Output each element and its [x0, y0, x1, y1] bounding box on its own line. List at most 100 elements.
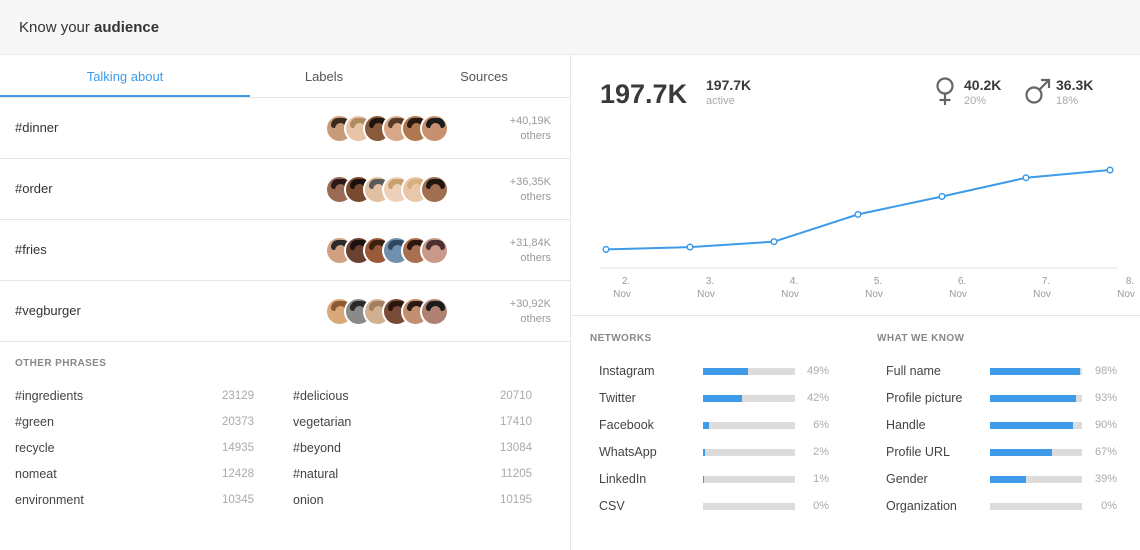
phrase-text[interactable]: #beyond — [293, 441, 341, 455]
bar-percentage: 98% — [1094, 365, 1117, 377]
progress-bar-fill — [703, 449, 705, 456]
data-point[interactable] — [1022, 174, 1030, 182]
topic-tag[interactable]: #order — [15, 181, 53, 196]
avatar-face — [335, 123, 346, 135]
x-tick-label-month: Nov — [865, 289, 883, 300]
avatar-face — [373, 306, 384, 318]
phrase-text[interactable]: vegetarian — [293, 415, 352, 429]
data-point[interactable] — [686, 243, 694, 251]
avatar-face — [335, 184, 346, 196]
topic-count: +36,35K others — [510, 175, 551, 205]
phrase-count: 14935 — [222, 442, 254, 454]
bar-percentage: 67% — [1094, 446, 1117, 458]
phrase-text[interactable]: #ingredients — [15, 389, 84, 403]
phrase-count: 23129 — [222, 390, 254, 402]
avatar[interactable] — [420, 175, 449, 204]
avatar-face — [392, 184, 403, 196]
topic-row[interactable]: #vegburger +30,92K others — [0, 281, 571, 342]
phrase-text[interactable]: #green — [15, 415, 54, 429]
progress-bar — [990, 422, 1082, 429]
male-value: 36.3K — [1056, 77, 1094, 93]
progress-bar — [703, 503, 795, 510]
phrase-text[interactable]: #natural — [293, 467, 339, 481]
progress-bar — [990, 476, 1082, 483]
topic-count-others: others — [520, 130, 551, 142]
topic-count-others: others — [520, 313, 551, 325]
progress-bar — [990, 395, 1082, 402]
avatar[interactable] — [420, 236, 449, 265]
female-value: 40.2K — [964, 77, 1002, 93]
bar-percentage: 0% — [813, 500, 829, 512]
phrase-count: 12428 — [222, 468, 254, 480]
bar-label: Profile picture — [886, 391, 963, 405]
bar-percentage: 0% — [1101, 500, 1117, 512]
x-tick-label-day: 8. — [1126, 276, 1134, 287]
progress-bar — [703, 368, 795, 375]
phrase-text[interactable]: environment — [15, 493, 84, 507]
topic-row[interactable]: #order +36,35K others — [0, 159, 571, 220]
avatar-face — [354, 184, 365, 196]
tab-bar: Talking about Labels Sources — [0, 55, 571, 98]
topic-count-value: +36,35K — [509, 176, 551, 188]
phrase-text[interactable]: #delicious — [293, 389, 349, 403]
data-point[interactable] — [854, 210, 862, 218]
progress-bar-fill — [703, 368, 749, 375]
phrase-text[interactable]: nomeat — [15, 467, 57, 481]
phrase-count: 20710 — [500, 390, 532, 402]
total-audience-value: 197.7K — [600, 79, 688, 109]
tab-labels[interactable]: Labels — [304, 69, 344, 84]
bar-label: CSV — [599, 499, 625, 513]
topic-row[interactable]: #fries +31,84K others — [0, 220, 571, 281]
data-point[interactable] — [770, 238, 778, 246]
topic-tag[interactable]: #vegburger — [15, 303, 81, 318]
avatar-face — [392, 245, 403, 257]
avatar-face — [354, 306, 365, 318]
progress-bar — [703, 395, 795, 402]
avatar-face — [335, 306, 346, 318]
progress-bar-fill — [990, 368, 1081, 375]
data-point[interactable] — [938, 192, 946, 201]
phrase-count: 20373 — [222, 416, 254, 428]
avatar-face — [373, 123, 384, 135]
x-tick-label-month: Nov — [697, 289, 715, 300]
male-pct: 18% — [1056, 95, 1079, 107]
avatar-face — [392, 123, 403, 135]
topic-count: +40,19K others — [510, 114, 551, 144]
avatar[interactable] — [420, 114, 449, 143]
bar-label: Full name — [886, 364, 941, 378]
topic-tag[interactable]: #fries — [15, 242, 47, 257]
progress-bar — [990, 368, 1082, 375]
tab-talking-about[interactable]: Talking about — [86, 69, 164, 84]
topic-row[interactable]: #dinner +40,19K others — [0, 98, 571, 159]
phrase-count: 10345 — [222, 494, 254, 506]
x-tick-label-month: Nov — [1033, 289, 1051, 300]
bar-percentage: 1% — [813, 473, 829, 485]
series-line — [605, 169, 1111, 251]
topic-count-value: +30,92K — [509, 298, 551, 310]
page-title: Know your audience — [19, 19, 159, 36]
topic-count: +31,84K others — [510, 236, 551, 266]
phrase-count: 17410 — [500, 416, 532, 428]
topic-tag[interactable]: #dinner — [15, 120, 59, 135]
right-panel: 197.7K 197.7K active 40.2K 20% 36.3K 18%… — [572, 55, 1140, 550]
phrase-text[interactable]: recycle — [15, 441, 55, 455]
phrase-text[interactable]: onion — [293, 493, 324, 507]
data-point[interactable] — [1106, 166, 1114, 174]
x-tick-label-month: Nov — [1117, 289, 1135, 300]
avatar[interactable] — [420, 297, 449, 326]
avatar-face — [411, 245, 422, 257]
topic-count-value: +40,19K — [509, 115, 551, 127]
avatar-face — [335, 245, 346, 257]
active-tab-indicator — [0, 95, 250, 97]
progress-bar — [703, 449, 795, 456]
what-we-know-label: WHAT WE KNOW — [877, 333, 965, 344]
topic-count-others: others — [520, 252, 551, 264]
active-label: active — [706, 95, 735, 107]
topic-count-value: +31,84K — [509, 237, 551, 249]
left-panel: Talking about Labels Sources #dinner +40… — [0, 55, 571, 550]
tab-sources[interactable]: Sources — [460, 69, 508, 84]
active-value: 197.7K — [706, 77, 752, 93]
female-icon — [936, 77, 954, 105]
data-point[interactable] — [602, 245, 610, 253]
x-tick-label-day: 4. — [790, 276, 798, 287]
